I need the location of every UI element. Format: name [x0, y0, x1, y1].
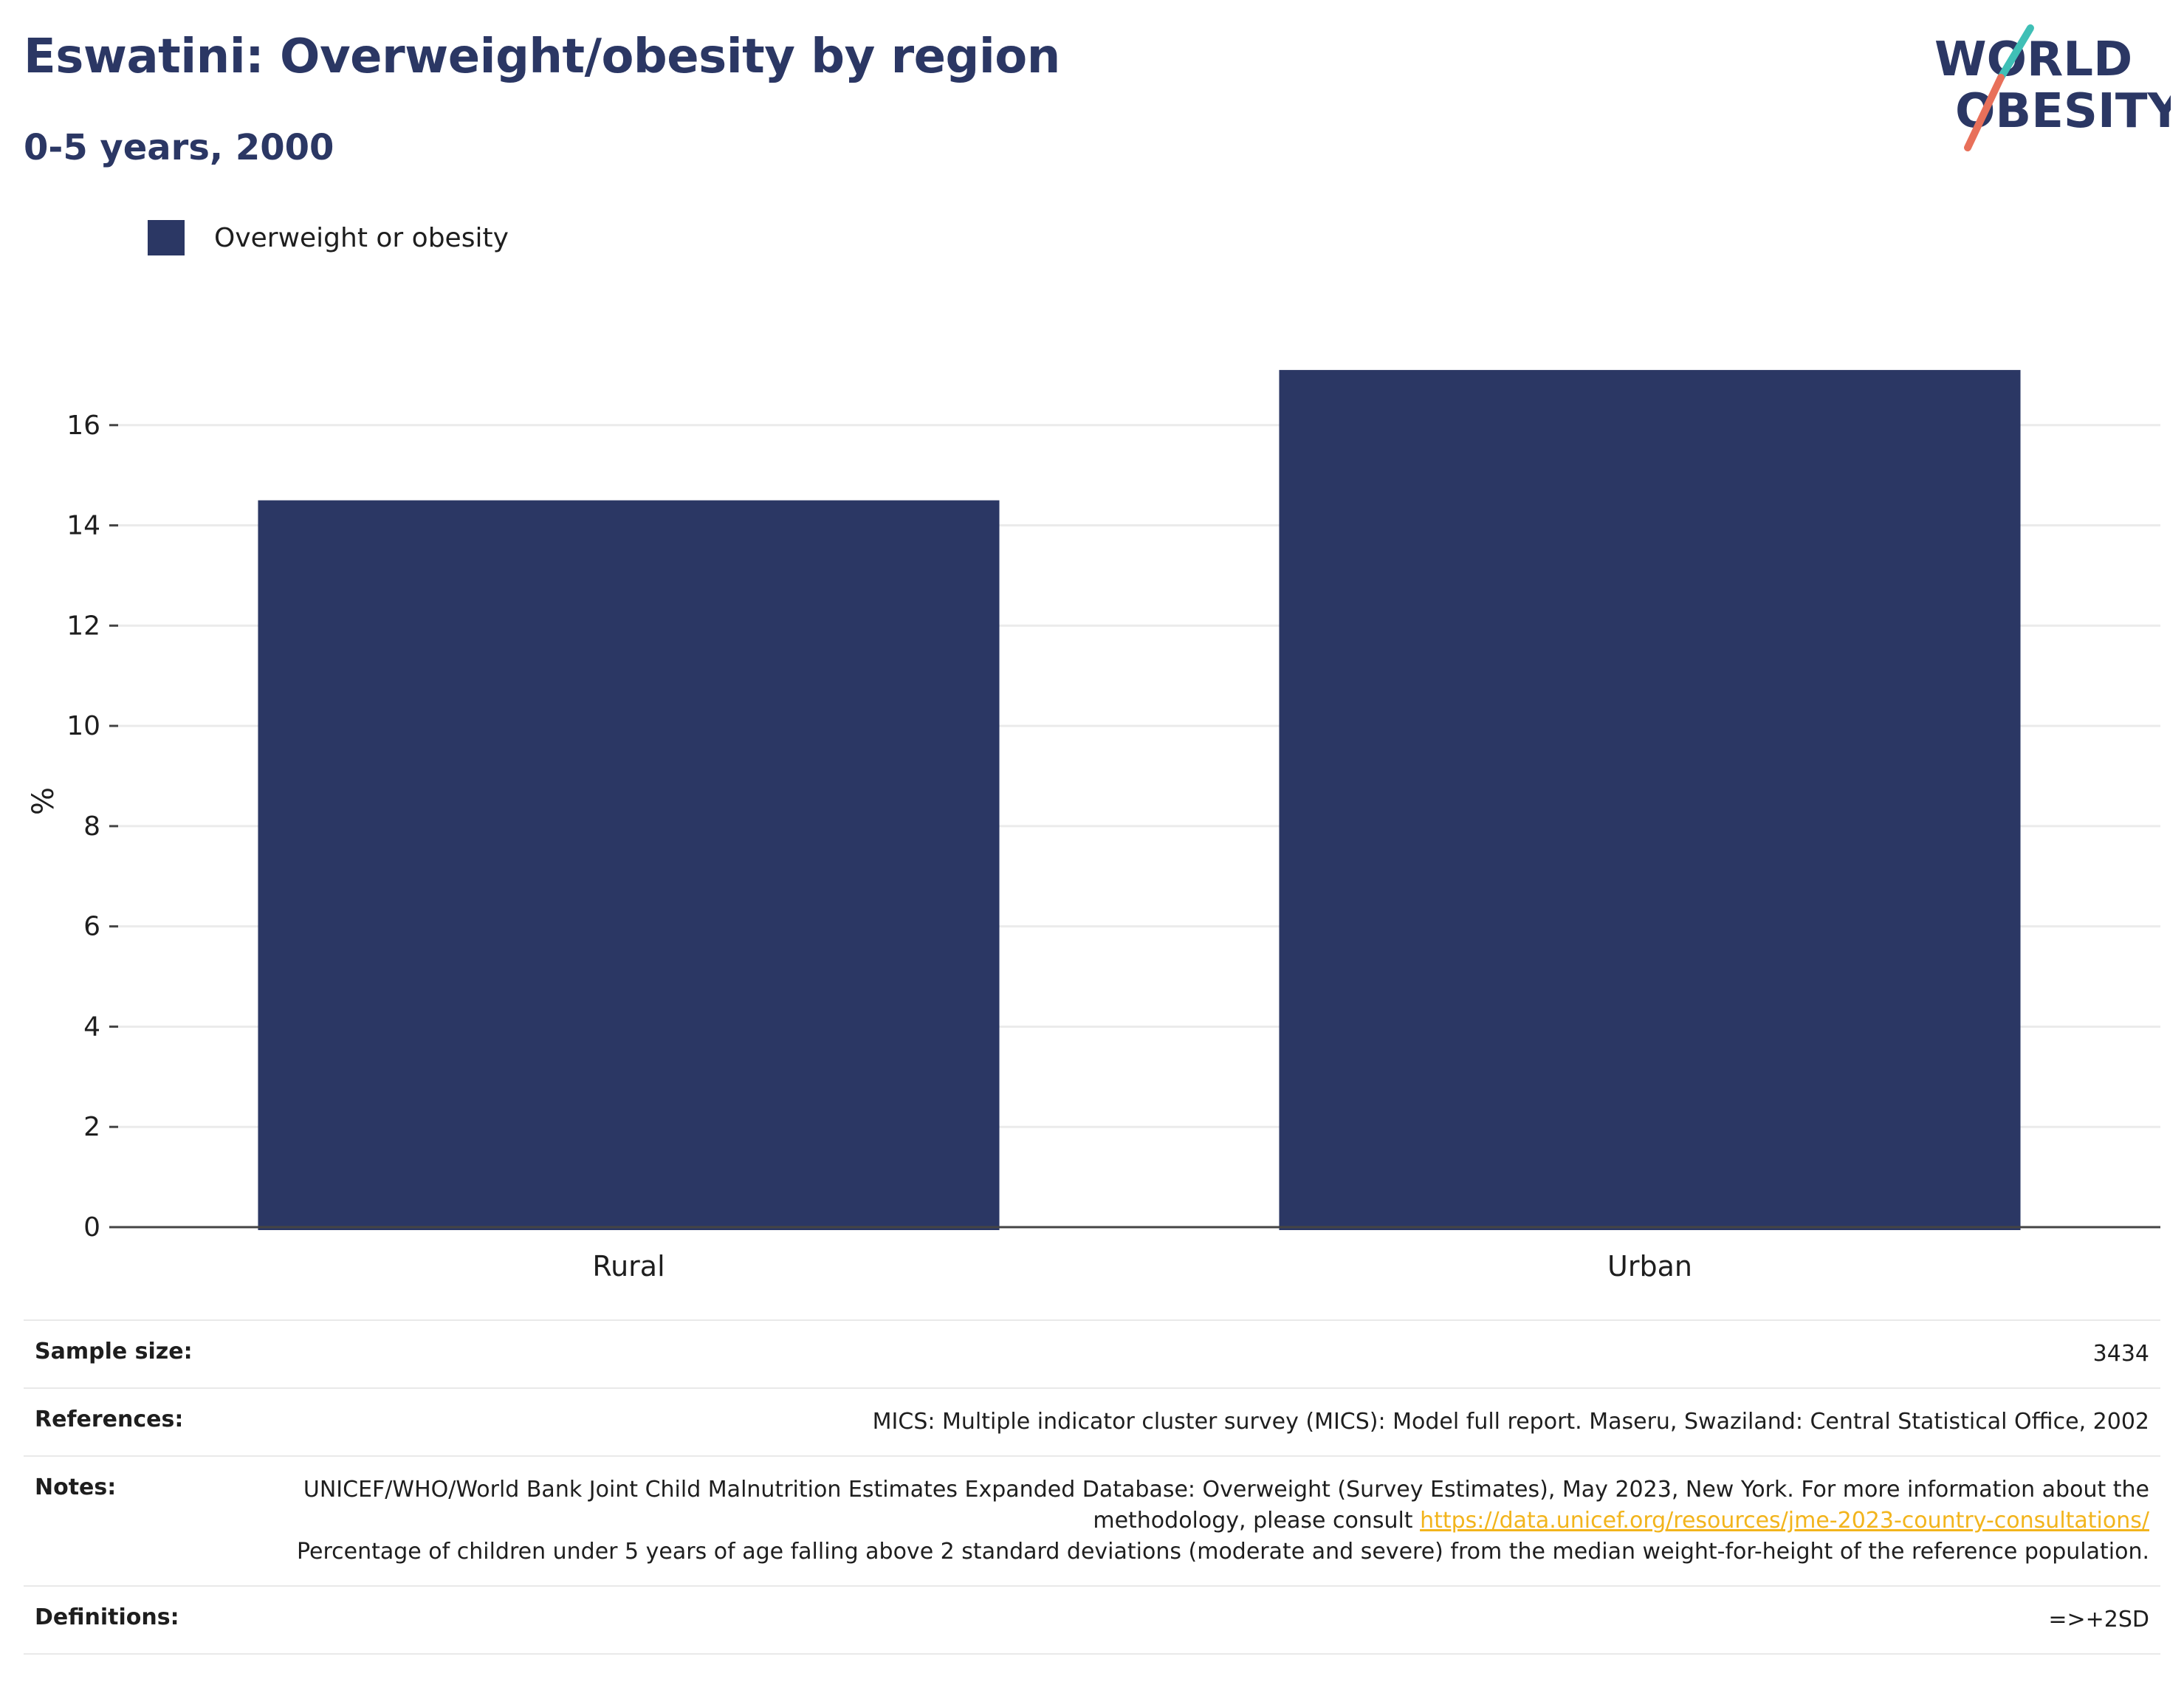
references-value: MICS: Multiple indicator cluster survey …	[872, 1409, 2149, 1435]
definitions-value: =>+2SD	[2048, 1607, 2149, 1633]
logo-slash-teal	[1997, 24, 2034, 81]
y-tick-label-16: 16	[66, 411, 100, 441]
definitions-label: Definitions:	[35, 1604, 179, 1630]
world-obesity-logo: WORLD OBESITY	[1934, 24, 2171, 151]
y-tick-label-0: 0	[83, 1212, 100, 1243]
y-tick-label-14: 14	[66, 511, 100, 541]
legend-swatch	[148, 220, 185, 255]
y-tick-label-8: 8	[83, 811, 100, 842]
notes-text-1: UNICEF/WHO/World Bank Joint Child Malnut…	[303, 1477, 2149, 1534]
notes-value: UNICEF/WHO/World Bank Joint Child Malnut…	[267, 1456, 2160, 1586]
bar-urban	[1279, 370, 2021, 1231]
chart-subtitle: 0-5 years, 2000	[24, 127, 334, 168]
notes-row: Notes: UNICEF/WHO/World Bank Joint Child…	[24, 1456, 2160, 1586]
chart-title: Eswatini: Overweight/obesity by region	[24, 30, 1060, 84]
logo-slash-coral	[1964, 74, 2005, 151]
notes-link[interactable]: https://data.unicef.org/resources/jme-20…	[1420, 1508, 2149, 1534]
y-tick-label-12: 12	[66, 611, 100, 641]
sample-size-value: 3434	[2092, 1341, 2149, 1367]
references-row: References: MICS: Multiple indicator clu…	[24, 1388, 2160, 1456]
legend-label: Overweight or obesity	[214, 222, 509, 253]
sample-size-row: Sample size: 3434	[24, 1320, 2160, 1388]
info-table: Sample size: 3434 References: MICS: Mult…	[24, 1319, 2160, 1655]
y-tick-label-4: 4	[83, 1012, 100, 1042]
logo-line-1: WORLD	[1934, 32, 2132, 87]
bar-rural	[258, 500, 1000, 1230]
notes-label: Notes:	[35, 1474, 117, 1500]
x-tick-label-urban: Urban	[1607, 1250, 1692, 1283]
definitions-row: Definitions: =>+2SD	[24, 1586, 2160, 1654]
references-label: References:	[35, 1407, 184, 1432]
x-tick-label-rural: Rural	[592, 1250, 665, 1283]
axes: 0 2 4 6 8 10 12 14 16 Rural Urban	[66, 411, 2160, 1283]
notes-text-2: Percentage of children under 5 years of …	[296, 1539, 2149, 1565]
y-axis-label: %	[27, 787, 61, 815]
legend: Overweight or obesity	[148, 220, 509, 255]
sample-size-label: Sample size:	[35, 1339, 193, 1364]
y-tick-label-6: 6	[83, 912, 100, 942]
y-tick-label-2: 2	[83, 1112, 100, 1142]
y-tick-label-10: 10	[66, 711, 100, 741]
bar-series	[258, 370, 2021, 1231]
